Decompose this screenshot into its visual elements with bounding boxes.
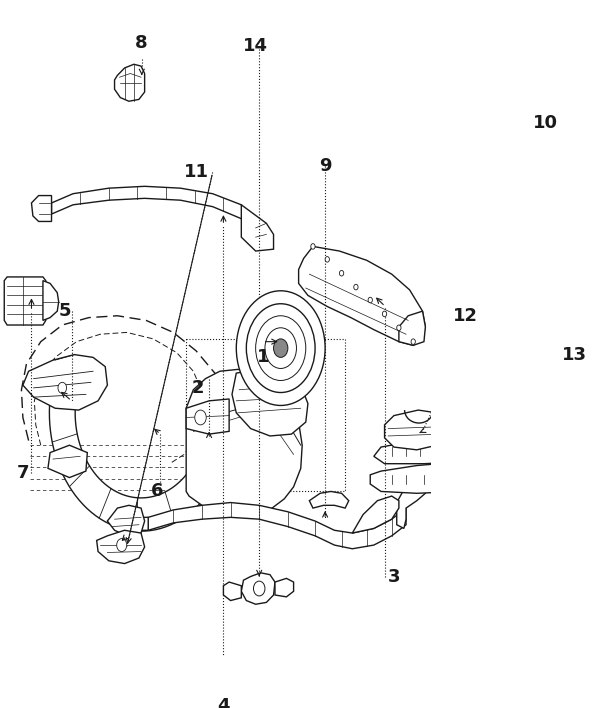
Text: 14: 14 <box>243 37 268 55</box>
Polygon shape <box>352 496 399 533</box>
Circle shape <box>116 539 127 552</box>
Polygon shape <box>186 399 229 434</box>
Circle shape <box>311 244 315 249</box>
Text: 10: 10 <box>533 115 558 132</box>
Polygon shape <box>241 205 274 251</box>
Circle shape <box>368 297 373 303</box>
Polygon shape <box>310 491 349 508</box>
Circle shape <box>397 325 401 331</box>
Circle shape <box>253 581 265 596</box>
Circle shape <box>195 410 206 425</box>
Polygon shape <box>299 246 425 346</box>
Text: 11: 11 <box>184 164 209 181</box>
Polygon shape <box>107 515 148 530</box>
Polygon shape <box>4 277 46 325</box>
Text: 4: 4 <box>217 697 230 708</box>
Polygon shape <box>97 530 145 564</box>
Circle shape <box>340 270 344 276</box>
Circle shape <box>58 382 67 394</box>
Polygon shape <box>48 445 88 478</box>
Text: 2: 2 <box>192 379 205 397</box>
Circle shape <box>325 256 329 262</box>
Polygon shape <box>52 186 248 232</box>
Polygon shape <box>31 195 52 222</box>
Polygon shape <box>241 573 275 604</box>
Circle shape <box>247 304 315 392</box>
Circle shape <box>265 328 296 368</box>
Text: 8: 8 <box>135 34 148 52</box>
Polygon shape <box>223 582 241 600</box>
Circle shape <box>236 291 325 406</box>
Polygon shape <box>449 385 503 425</box>
Circle shape <box>382 311 387 316</box>
Text: 1: 1 <box>257 348 269 366</box>
Polygon shape <box>43 280 59 321</box>
Text: 9: 9 <box>319 157 331 175</box>
Polygon shape <box>186 370 302 518</box>
Polygon shape <box>23 355 107 410</box>
Polygon shape <box>397 480 428 528</box>
Text: 13: 13 <box>562 346 587 364</box>
Polygon shape <box>374 434 503 464</box>
Text: 5: 5 <box>58 302 71 320</box>
Text: 7: 7 <box>17 464 29 482</box>
Circle shape <box>274 339 288 358</box>
Polygon shape <box>275 578 293 597</box>
Circle shape <box>256 316 306 380</box>
Polygon shape <box>148 503 406 549</box>
Text: 12: 12 <box>453 307 478 325</box>
Polygon shape <box>399 311 425 346</box>
Polygon shape <box>385 410 444 450</box>
Text: 6: 6 <box>151 482 164 501</box>
Circle shape <box>411 339 415 344</box>
Text: 3: 3 <box>388 568 400 586</box>
Polygon shape <box>370 460 514 493</box>
Polygon shape <box>232 370 308 436</box>
Polygon shape <box>115 64 145 101</box>
Polygon shape <box>49 372 232 531</box>
Circle shape <box>354 285 358 290</box>
Polygon shape <box>107 506 145 536</box>
